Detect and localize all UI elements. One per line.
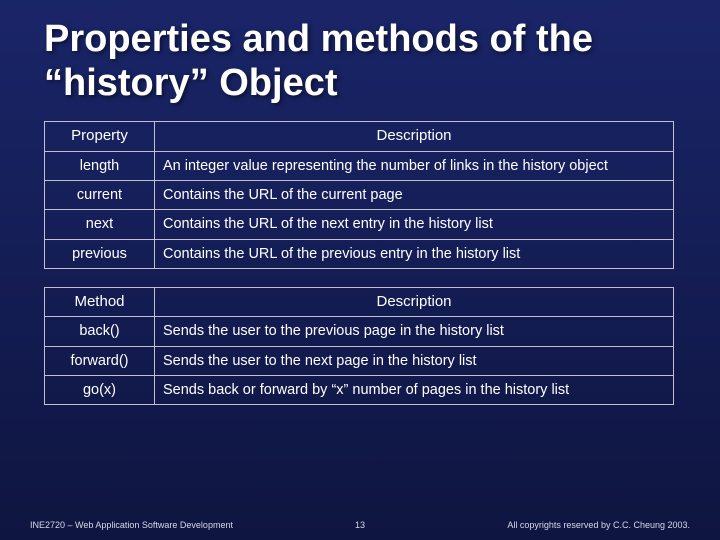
footer-left: INE2720 – Web Application Software Devel…	[30, 520, 233, 530]
properties-table: Property Description length An integer v…	[44, 121, 674, 268]
table-row: next Contains the URL of the next entry …	[45, 210, 674, 239]
table-row: previous Contains the URL of the previou…	[45, 239, 674, 268]
header-method: Method	[45, 287, 155, 317]
property-name: previous	[45, 239, 155, 268]
footer: INE2720 – Web Application Software Devel…	[0, 520, 720, 530]
property-desc: Contains the URL of the next entry in th…	[155, 210, 674, 239]
header-description: Description	[155, 287, 674, 317]
property-name: length	[45, 152, 155, 181]
method-desc: Sends back or forward by “x” number of p…	[155, 375, 674, 404]
method-desc: Sends the user to the next page in the h…	[155, 346, 674, 375]
method-name: back()	[45, 317, 155, 346]
table-row: go(x) Sends back or forward by “x” numbe…	[45, 375, 674, 404]
table-row: forward() Sends the user to the next pag…	[45, 346, 674, 375]
table-row: back() Sends the user to the previous pa…	[45, 317, 674, 346]
methods-table: Method Description back() Sends the user…	[44, 287, 674, 405]
slide-title: Properties and methods of the “history” …	[44, 18, 688, 105]
method-name: forward()	[45, 346, 155, 375]
property-name: current	[45, 181, 155, 210]
property-name: next	[45, 210, 155, 239]
property-desc: An integer value representing the number…	[155, 152, 674, 181]
table-row: current Contains the URL of the current …	[45, 181, 674, 210]
table-header-row: Property Description	[45, 122, 674, 152]
header-property: Property	[45, 122, 155, 152]
slide-number: 13	[355, 520, 365, 530]
property-desc: Contains the URL of the previous entry i…	[155, 239, 674, 268]
header-description: Description	[155, 122, 674, 152]
footer-right: All copyrights reserved by C.C. Cheung 2…	[507, 520, 690, 530]
table-header-row: Method Description	[45, 287, 674, 317]
property-desc: Contains the URL of the current page	[155, 181, 674, 210]
method-name: go(x)	[45, 375, 155, 404]
table-row: length An integer value representing the…	[45, 152, 674, 181]
method-desc: Sends the user to the previous page in t…	[155, 317, 674, 346]
slide: Properties and methods of the “history” …	[0, 0, 720, 540]
